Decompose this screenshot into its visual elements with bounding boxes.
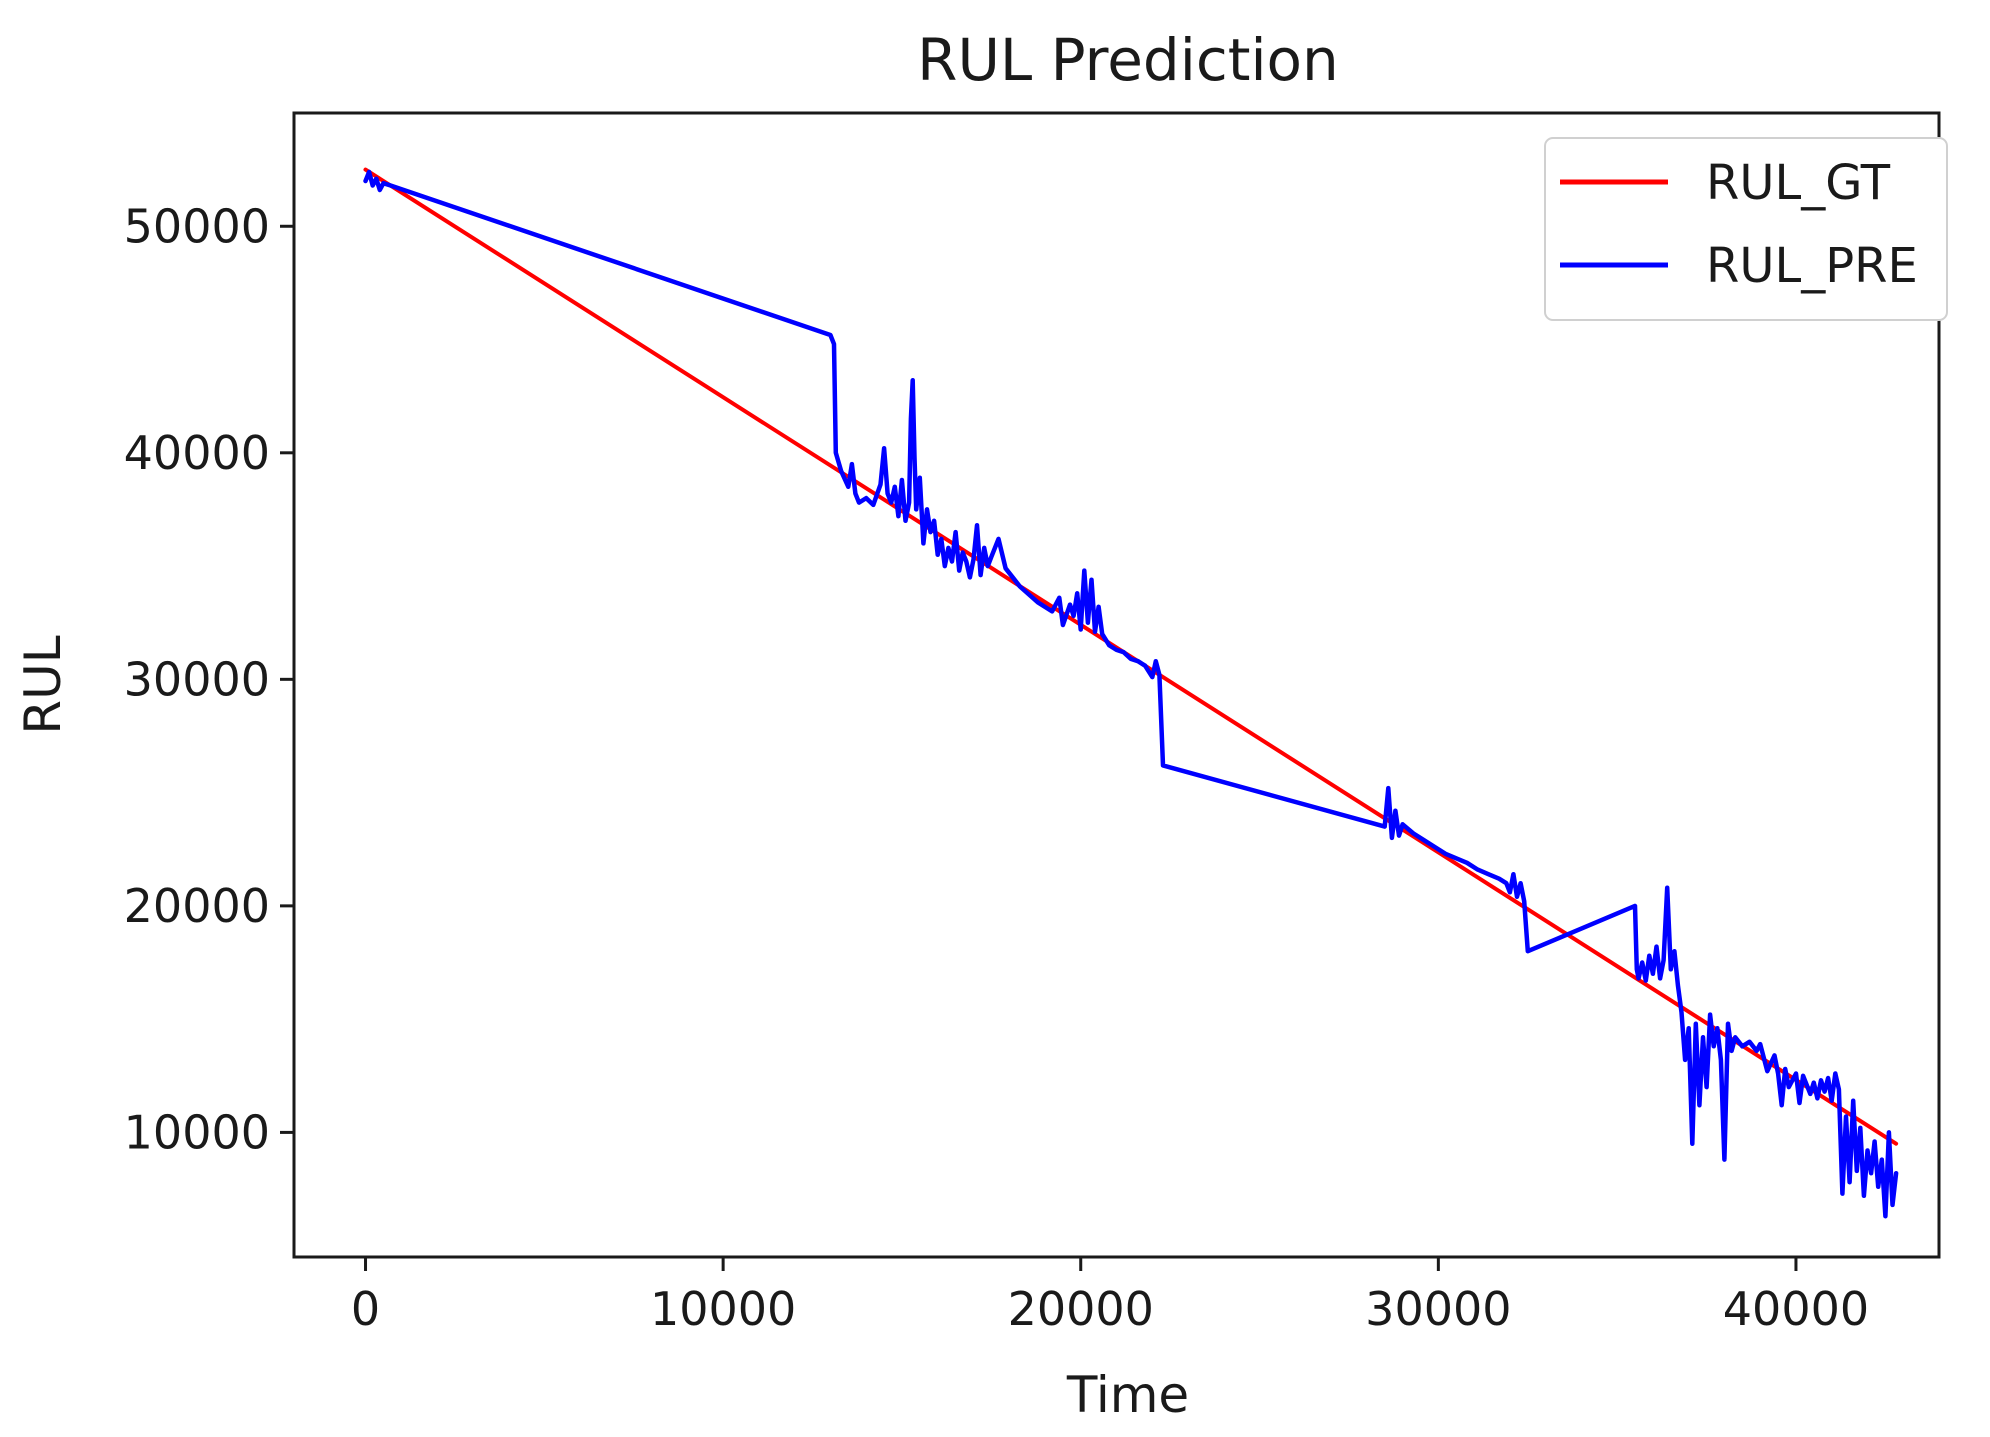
y-tick-label: 40000 bbox=[124, 426, 270, 480]
x-tick-label: 30000 bbox=[1365, 1282, 1511, 1336]
legend-label-gt: RUL_GT bbox=[1706, 155, 1891, 211]
y-tick-label: 50000 bbox=[124, 199, 270, 253]
legend: RUL_GT RUL_PRE bbox=[1544, 137, 1948, 321]
plot-area bbox=[292, 111, 1941, 1259]
y-axis: 10000 20000 30000 40000 50000 bbox=[124, 199, 294, 1159]
x-tick-label: 40000 bbox=[1723, 1282, 1869, 1336]
y-tick-label: 20000 bbox=[124, 879, 270, 933]
x-axis-label: Time bbox=[1066, 1366, 1189, 1424]
plot-frame bbox=[292, 111, 1941, 1259]
x-tick-label: 20000 bbox=[1008, 1282, 1154, 1336]
y-tick-label: 10000 bbox=[124, 1105, 270, 1159]
x-tick-label: 10000 bbox=[650, 1282, 796, 1336]
chart-title: RUL Prediction bbox=[917, 26, 1339, 94]
legend-label-pre: RUL_PRE bbox=[1706, 238, 1918, 294]
x-tick-label: 0 bbox=[351, 1282, 380, 1336]
y-axis-label: RUL bbox=[14, 635, 72, 734]
y-tick-label: 30000 bbox=[124, 652, 270, 706]
x-axis: 0 10000 20000 30000 40000 bbox=[351, 1257, 1869, 1336]
series-line-rul-pre bbox=[363, 169, 1899, 1219]
